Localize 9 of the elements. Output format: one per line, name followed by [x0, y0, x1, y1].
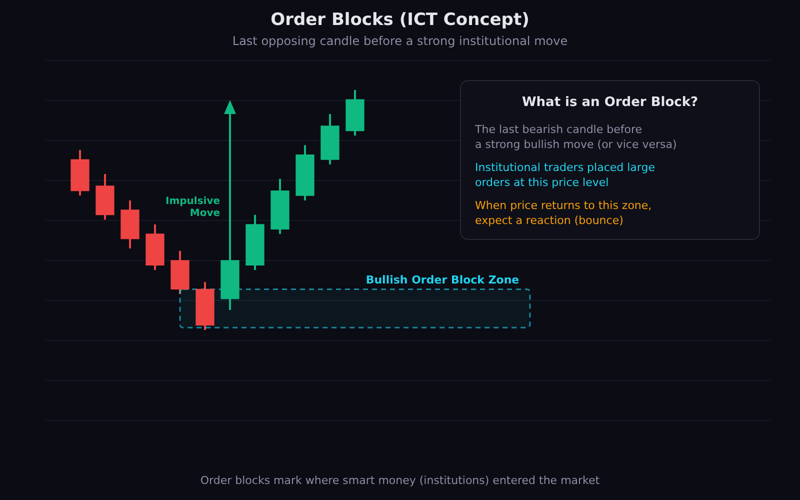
text: Last opposing candle before a strong institutional move [231, 34, 569, 48]
text: Order blocks mark where smart money (institutions) entered the market [199, 474, 601, 487]
chart-title: Order Blocks (ICT Concept) [270, 10, 530, 30]
text: Institutional traders placed large orders at this price level [475, 160, 656, 190]
text: The last bearish candle before a strong bullish move (or vice versa) [475, 122, 678, 152]
annotation: Impulsive Move [164, 196, 220, 220]
band-label: Bullish Order Block Zone [366, 274, 520, 287]
text: When price returns to this zone, expect a reaction (bounce) [475, 198, 653, 228]
text: What is an Order Block? [520, 95, 700, 110]
